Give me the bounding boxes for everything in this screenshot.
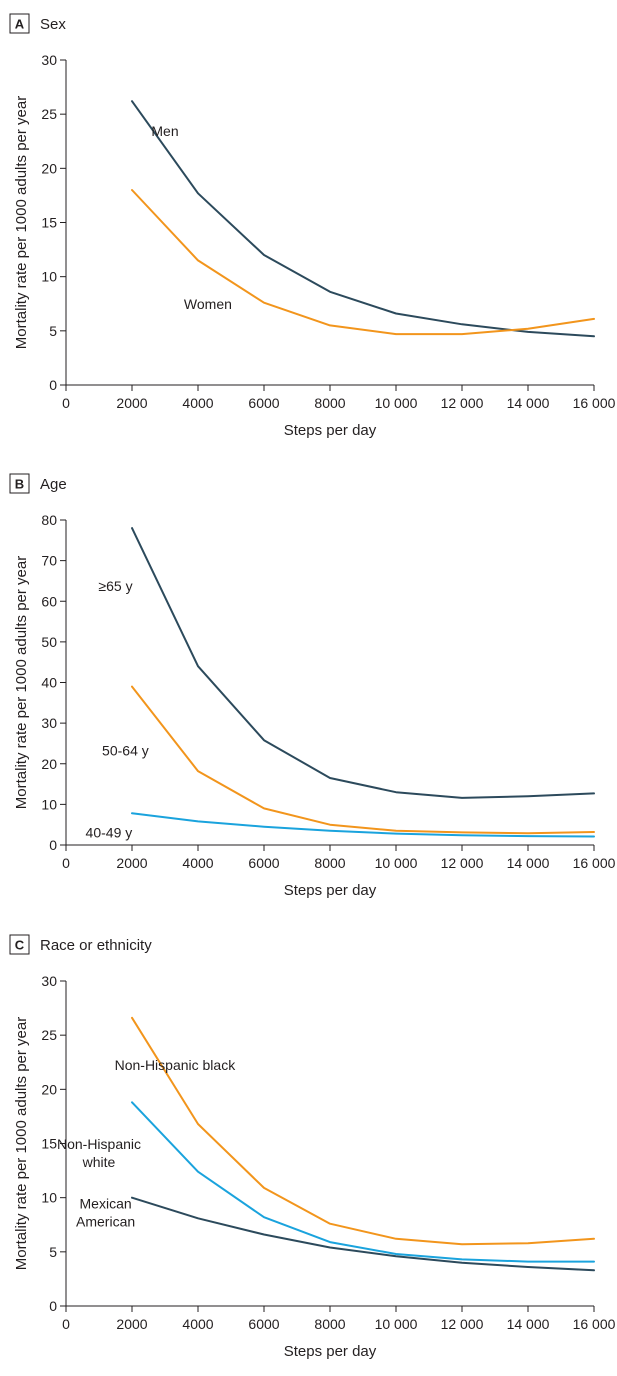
panel-letter: A (15, 17, 25, 32)
x-tick-label: 12 000 (441, 855, 484, 871)
x-tick-label: 6000 (248, 1316, 279, 1332)
x-tick-label: 0 (62, 395, 70, 411)
series-label-line: white (82, 1154, 116, 1170)
y-tick-label: 0 (49, 377, 57, 393)
y-tick-label: 30 (41, 52, 57, 68)
series-label: 40-49 y (86, 825, 133, 841)
series-line-2 (131, 812, 595, 838)
y-tick-label: 60 (41, 593, 57, 609)
series-label: ≥65 y (98, 578, 132, 594)
y-tick-label: 20 (41, 1081, 57, 1097)
x-axis-title: Steps per day (284, 1343, 377, 1360)
y-tick-label: 20 (41, 160, 57, 176)
x-tick-label: 14 000 (507, 855, 550, 871)
x-tick-label: 14 000 (507, 395, 550, 411)
series-label: Women (184, 296, 232, 312)
panel-title: Race or ethnicity (40, 937, 152, 954)
x-tick-label: 2000 (116, 855, 147, 871)
series-label: Men (151, 123, 178, 139)
y-tick-label: 20 (41, 756, 57, 772)
y-tick-label: 30 (41, 973, 57, 989)
panel-letter: C (15, 938, 25, 953)
x-tick-label: 10 000 (375, 1316, 418, 1332)
x-tick-label: 4000 (182, 855, 213, 871)
series-line-1 (131, 189, 595, 336)
y-tick-label: 10 (41, 269, 57, 285)
series-line-2 (131, 1196, 595, 1272)
x-tick-label: 16 000 (573, 395, 616, 411)
x-tick-label: 16 000 (573, 1316, 616, 1332)
series-label: 50-64 y (102, 743, 149, 759)
series-label: Non-Hispanic black (115, 1057, 237, 1073)
y-axis-title: Mortality rate per 1000 adults per year (13, 96, 30, 349)
x-tick-label: 2000 (116, 1316, 147, 1332)
y-axis-title: Mortality rate per 1000 adults per year (13, 1017, 30, 1270)
y-tick-label: 15 (41, 215, 57, 231)
x-tick-label: 6000 (248, 395, 279, 411)
x-tick-label: 10 000 (375, 395, 418, 411)
x-tick-label: 2000 (116, 395, 147, 411)
panel-title: Age (40, 476, 67, 493)
x-tick-label: 10 000 (375, 855, 418, 871)
y-tick-label: 40 (41, 675, 57, 691)
panel-letter-box (9, 13, 30, 34)
y-tick-label: 80 (41, 512, 57, 528)
y-tick-label: 50 (41, 634, 57, 650)
x-axis-title: Steps per day (284, 422, 377, 439)
y-tick-label: 25 (41, 106, 57, 122)
chart-panel-b: B Age 0 10 20 30 40 50 60 70 80 0 2000 4000 6000 8000 10… (9, 473, 616, 899)
series-line-0 (131, 100, 595, 338)
y-tick-label: 30 (41, 715, 57, 731)
chart-panel-c: C Race or ethnicity 0 5 10 15 20 25 30 0 2000 4000 6… (9, 934, 616, 1360)
x-tick-label: 12 000 (441, 1316, 484, 1332)
y-tick-label: 0 (49, 1298, 57, 1314)
y-tick-label: 70 (41, 553, 57, 569)
series-label-line: American (76, 1214, 135, 1230)
series-label: Non-Hispanic white (57, 1136, 141, 1170)
x-tick-label: 0 (62, 855, 70, 871)
series-line-1 (131, 685, 595, 835)
x-tick-label: 12 000 (441, 395, 484, 411)
series-label: Mexican American (76, 1196, 135, 1230)
series-label-line: Non-Hispanic (57, 1136, 141, 1152)
x-tick-label: 0 (62, 1316, 70, 1332)
x-tick-label: 6000 (248, 855, 279, 871)
x-tick-label: 8000 (314, 395, 345, 411)
panel-letter: B (15, 477, 24, 492)
panel-letter-box (9, 473, 30, 494)
panel-title: Sex (40, 16, 66, 33)
y-tick-label: 25 (41, 1027, 57, 1043)
y-tick-label: 5 (49, 1244, 57, 1260)
x-tick-label: 8000 (314, 855, 345, 871)
y-tick-label: 10 (41, 1190, 57, 1206)
panel-letter-box (9, 934, 30, 955)
series-line-0 (131, 527, 595, 799)
series-label-line: Mexican (80, 1196, 132, 1212)
y-tick-label: 15 (41, 1136, 57, 1152)
series-line-1 (131, 1101, 595, 1263)
x-tick-label: 4000 (182, 1316, 213, 1332)
x-tick-label: 16 000 (573, 855, 616, 871)
x-axis-title: Steps per day (284, 882, 377, 899)
chart-panel-a: A Sex 0 5 10 15 20 25 30 0 2000 4000 6000 8000 10 000 1… (9, 13, 616, 439)
x-tick-label: 8000 (314, 1316, 345, 1332)
y-tick-label: 10 (41, 796, 57, 812)
series-line-0 (131, 1016, 595, 1246)
x-tick-label: 14 000 (507, 1316, 550, 1332)
y-tick-label: 5 (49, 323, 57, 339)
y-tick-label: 0 (49, 837, 57, 853)
x-tick-label: 4000 (182, 395, 213, 411)
y-axis-title: Mortality rate per 1000 adults per year (13, 556, 30, 809)
